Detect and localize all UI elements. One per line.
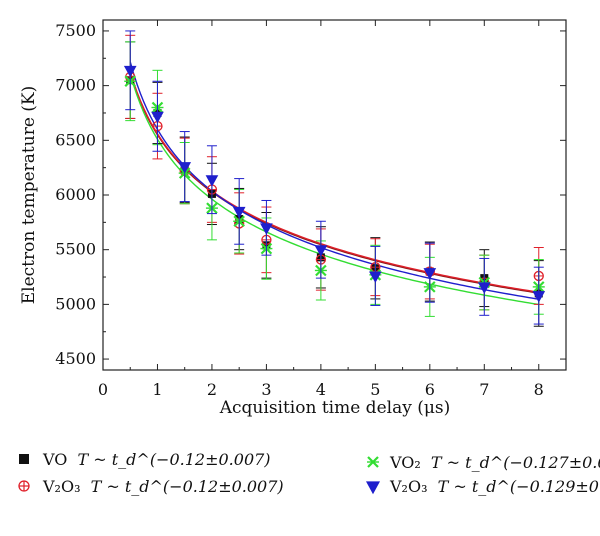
legend: VO T ~ t_d^(−0.12±0.007) V₂O₃ T ~ t_d^(−… [18,450,600,496]
point-v2o3_b [260,223,273,235]
axes: 0 1 2 3 4 5 6 7 8 4500 5000 5500 6000 6500 7000 7500 [55,20,566,399]
legend-entry-v2o3-a: V₂O₃ T ~ t_d^(−0.12±0.007) [18,477,284,496]
y-tick-label: 5500 [55,240,96,259]
legend-name-vo: VO [42,450,67,469]
fit-curve-vo2 [129,73,539,306]
point-v2o3_b [532,291,546,303]
legend-label-v2o3-a: V₂O₃ T ~ t_d^(−0.12±0.007) [42,477,284,496]
data-marks [123,30,546,327]
fit-curve-vo [129,72,539,294]
series-v2o3_b [123,30,546,325]
x-tick-label: 0 [98,380,108,399]
legend-law-vo2: T ~ t_d^(−0.127±0.008) [431,453,600,472]
legend-name-vo2: VO₂ [389,453,421,472]
y-tick-label: 6000 [55,185,96,204]
x-tick-label: 8 [534,380,544,399]
legend-law-v2o3-a: T ~ t_d^(−0.12±0.007) [91,477,284,496]
y-tick-label: 7500 [55,21,96,40]
legend-entry-vo2: VO₂ T ~ t_d^(−0.127±0.008) [367,453,600,472]
point-v2o3_b [178,162,192,174]
x-tick-label: 7 [479,380,489,399]
legend-label-v2o3-b: V₂O₃ T ~ t_d^(−0.129±0.004) [389,477,600,496]
x-tick-label: 3 [261,380,271,399]
x-tick-label: 4 [316,380,326,399]
point-v2o3_b [314,245,328,257]
point-v2o3_b [369,271,382,283]
y-axis-label: Electron temperature (K) [19,86,39,305]
plot-frame [102,19,567,371]
fit-curve-v2o3_b [129,61,539,300]
point-v2o3_b [205,175,219,187]
point-v2o3_b [123,65,137,78]
x-axis-label: Acquisition time delay (μs) [219,398,451,418]
fit-curves [129,61,539,306]
legend-entry-vo: VO T ~ t_d^(−0.12±0.007) [19,450,271,469]
x-tick-label: 5 [370,380,380,399]
legend-law-vo: T ~ t_d^(−0.12±0.007) [77,450,270,469]
legend-law-v2o3-b: T ~ t_d^(−0.129±0.004) [438,477,600,496]
y-tick-label: 4500 [55,349,96,368]
x-tick-label: 6 [425,380,435,399]
y-tick-label: 7000 [55,76,96,95]
x-tick-label: 1 [152,380,162,399]
y-tick-label: 6500 [55,130,96,149]
legend-marker-v2o3-b [365,481,381,495]
legend-entry-v2o3-b: V₂O₃ T ~ t_d^(−0.129±0.004) [365,477,600,496]
y-tick-label: 5000 [55,294,96,313]
legend-marker-vo [19,454,29,464]
legend-label-vo2: VO₂ T ~ t_d^(−0.127±0.008) [389,453,600,472]
point-v2o3_b [151,111,164,124]
point-v2o3_b [477,282,491,294]
point-v2o3_b [232,206,246,219]
legend-label-vo: VO T ~ t_d^(−0.12±0.007) [42,450,271,469]
x-tick-label: 2 [207,380,217,399]
point-v2o3_b [423,268,437,280]
legend-name-v2o3-a: V₂O₃ [42,477,81,496]
legend-name-v2o3-b: V₂O₃ [389,477,428,496]
